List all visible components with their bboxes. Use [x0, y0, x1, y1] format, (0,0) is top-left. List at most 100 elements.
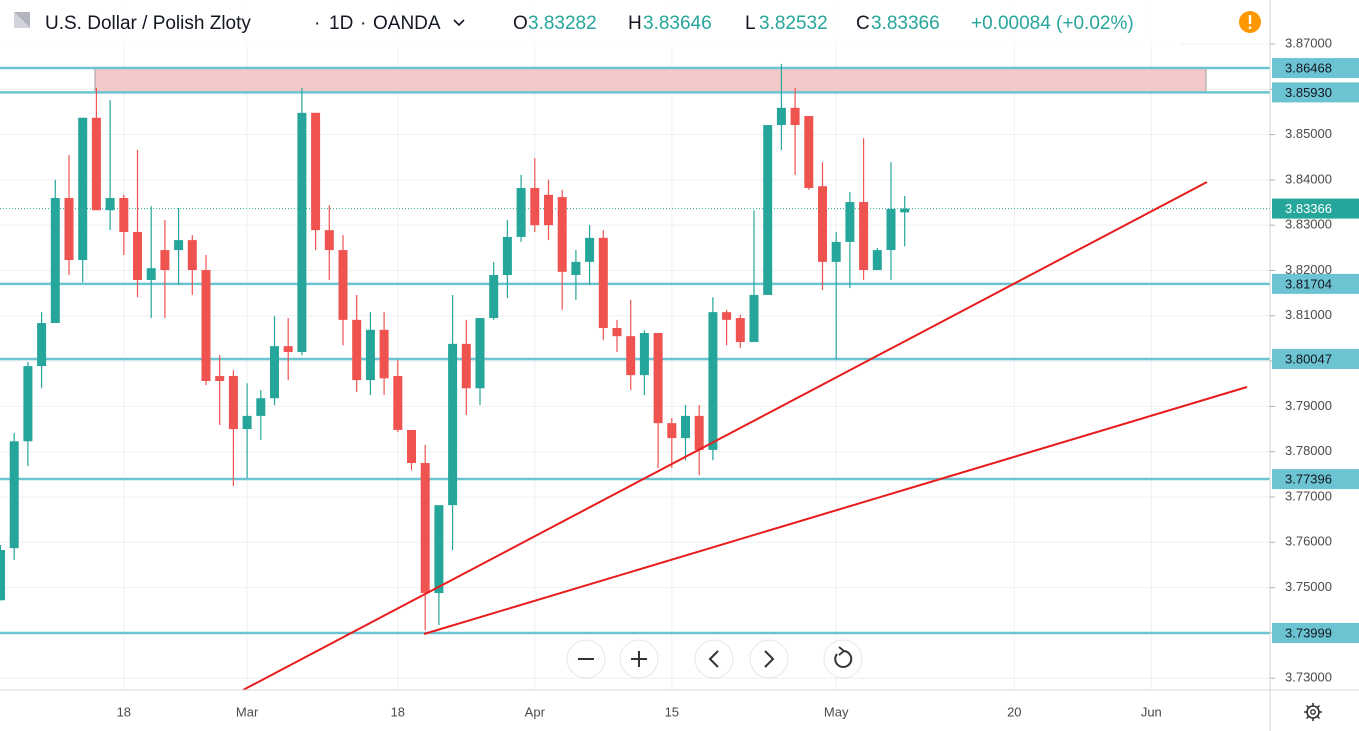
candle-body [242, 415, 252, 430]
settings-icon-teeth [1304, 703, 1322, 721]
candle-body [475, 318, 485, 389]
candle-body [365, 329, 375, 381]
candle-body [338, 250, 348, 320]
candle-body [297, 112, 307, 353]
candle-body [859, 202, 869, 271]
zoom-controls [566, 639, 863, 679]
candle-body [37, 323, 47, 367]
candle-body [0, 550, 5, 601]
x-tick-label: Apr [525, 704, 546, 719]
y-tick-label: 3.76000 [1285, 534, 1332, 549]
settings [1304, 703, 1322, 721]
symbol-title: U.S. Dollar / Polish Zloty [45, 13, 251, 34]
candle-body [831, 241, 841, 262]
candle-body [763, 125, 773, 295]
ohlc-label: C [856, 13, 870, 34]
candle-body [23, 366, 33, 442]
candle-body [735, 318, 745, 343]
candle-body [407, 429, 416, 464]
y-tick-label: 3.83000 [1285, 217, 1332, 232]
interval: 1D [329, 13, 353, 34]
ohlc-value: 3.83646 [643, 13, 712, 34]
candle-body [681, 415, 690, 439]
source: OANDA [373, 13, 441, 34]
candle-body [311, 112, 321, 231]
ohlc-label: L [745, 13, 756, 34]
candle-body [461, 343, 471, 389]
candle-body [585, 237, 595, 262]
header: U.S. Dollar / Polish Zloty · 1D · OANDA … [0, 0, 1261, 46]
level-label: 3.77396 [1285, 471, 1332, 486]
candle-body [420, 463, 430, 594]
y-tick-label: 3.87000 [1285, 35, 1332, 50]
x-tick-label: Jun [1141, 704, 1162, 719]
candle-body [228, 376, 238, 430]
separator: · [360, 13, 366, 34]
x-tick-label: May [824, 704, 849, 719]
candle-body [708, 312, 718, 450]
candle-body [393, 376, 403, 430]
x-tick-label: 18 [391, 704, 405, 719]
y-tick-label: 3.84000 [1285, 171, 1332, 186]
candle-layer [0, 63, 910, 631]
y-tick-label: 3.82000 [1285, 262, 1332, 277]
candle-body [91, 117, 101, 211]
candle-body [530, 188, 540, 226]
header-bg [0, 0, 1180, 46]
candle-body [818, 186, 827, 262]
candle-body [598, 237, 608, 329]
reset-icon [838, 646, 846, 656]
axis-layer: 3.730003.740003.750003.760003.770003.780… [117, 35, 1359, 719]
scroll-right-button[interactable] [749, 639, 789, 679]
reset-button[interactable] [823, 639, 863, 679]
candle-body [722, 312, 732, 320]
candle-body [776, 107, 786, 126]
symbol-icon [14, 12, 30, 28]
candle-body [557, 197, 567, 272]
candle-body [379, 329, 389, 379]
level-label: 3.73999 [1285, 625, 1332, 640]
level-label-box [1272, 82, 1359, 103]
last-price-box [1272, 198, 1359, 219]
candle-body [502, 236, 512, 276]
chevron[interactable] [453, 19, 465, 27]
candle-body [544, 194, 553, 226]
candle-body [571, 261, 581, 276]
candle-body [489, 275, 499, 319]
level-label: 3.86468 [1285, 60, 1332, 75]
scroll-left-button[interactable] [694, 639, 734, 679]
candle-body [270, 346, 279, 399]
candle-body [626, 336, 636, 376]
settings-icon-core [1310, 709, 1316, 715]
candle-body [187, 240, 197, 271]
ohlc-value: 3.82532 [759, 13, 828, 34]
y-tick-label: 3.77000 [1285, 488, 1332, 503]
level-label-box [1272, 348, 1359, 369]
candle-body [900, 208, 910, 213]
trendline [423, 386, 1248, 635]
candle-body [872, 250, 882, 271]
separator: · [314, 13, 320, 34]
trendlines [242, 181, 1248, 691]
scroll-left-icon [708, 650, 719, 668]
candle-body [119, 197, 129, 232]
time-axis-bg [0, 690, 1270, 731]
candle-body [215, 376, 225, 382]
resistance-zone [94, 67, 1207, 93]
level-label-box [1272, 622, 1359, 643]
candle-body [667, 423, 677, 439]
ohlc-label: O [513, 13, 528, 34]
trendline [242, 181, 1208, 691]
candle-body [146, 268, 156, 280]
ohlc-label: H [628, 13, 642, 34]
candle-body [694, 415, 704, 450]
ohlc-value: 3.83282 [528, 13, 597, 34]
candle-body [78, 117, 88, 261]
level-label: 3.85930 [1285, 85, 1332, 100]
candle-body [845, 202, 855, 242]
candle-body [324, 230, 334, 251]
reset-icon [834, 649, 853, 668]
level-label-box [1272, 58, 1359, 79]
candle-body [174, 240, 184, 251]
